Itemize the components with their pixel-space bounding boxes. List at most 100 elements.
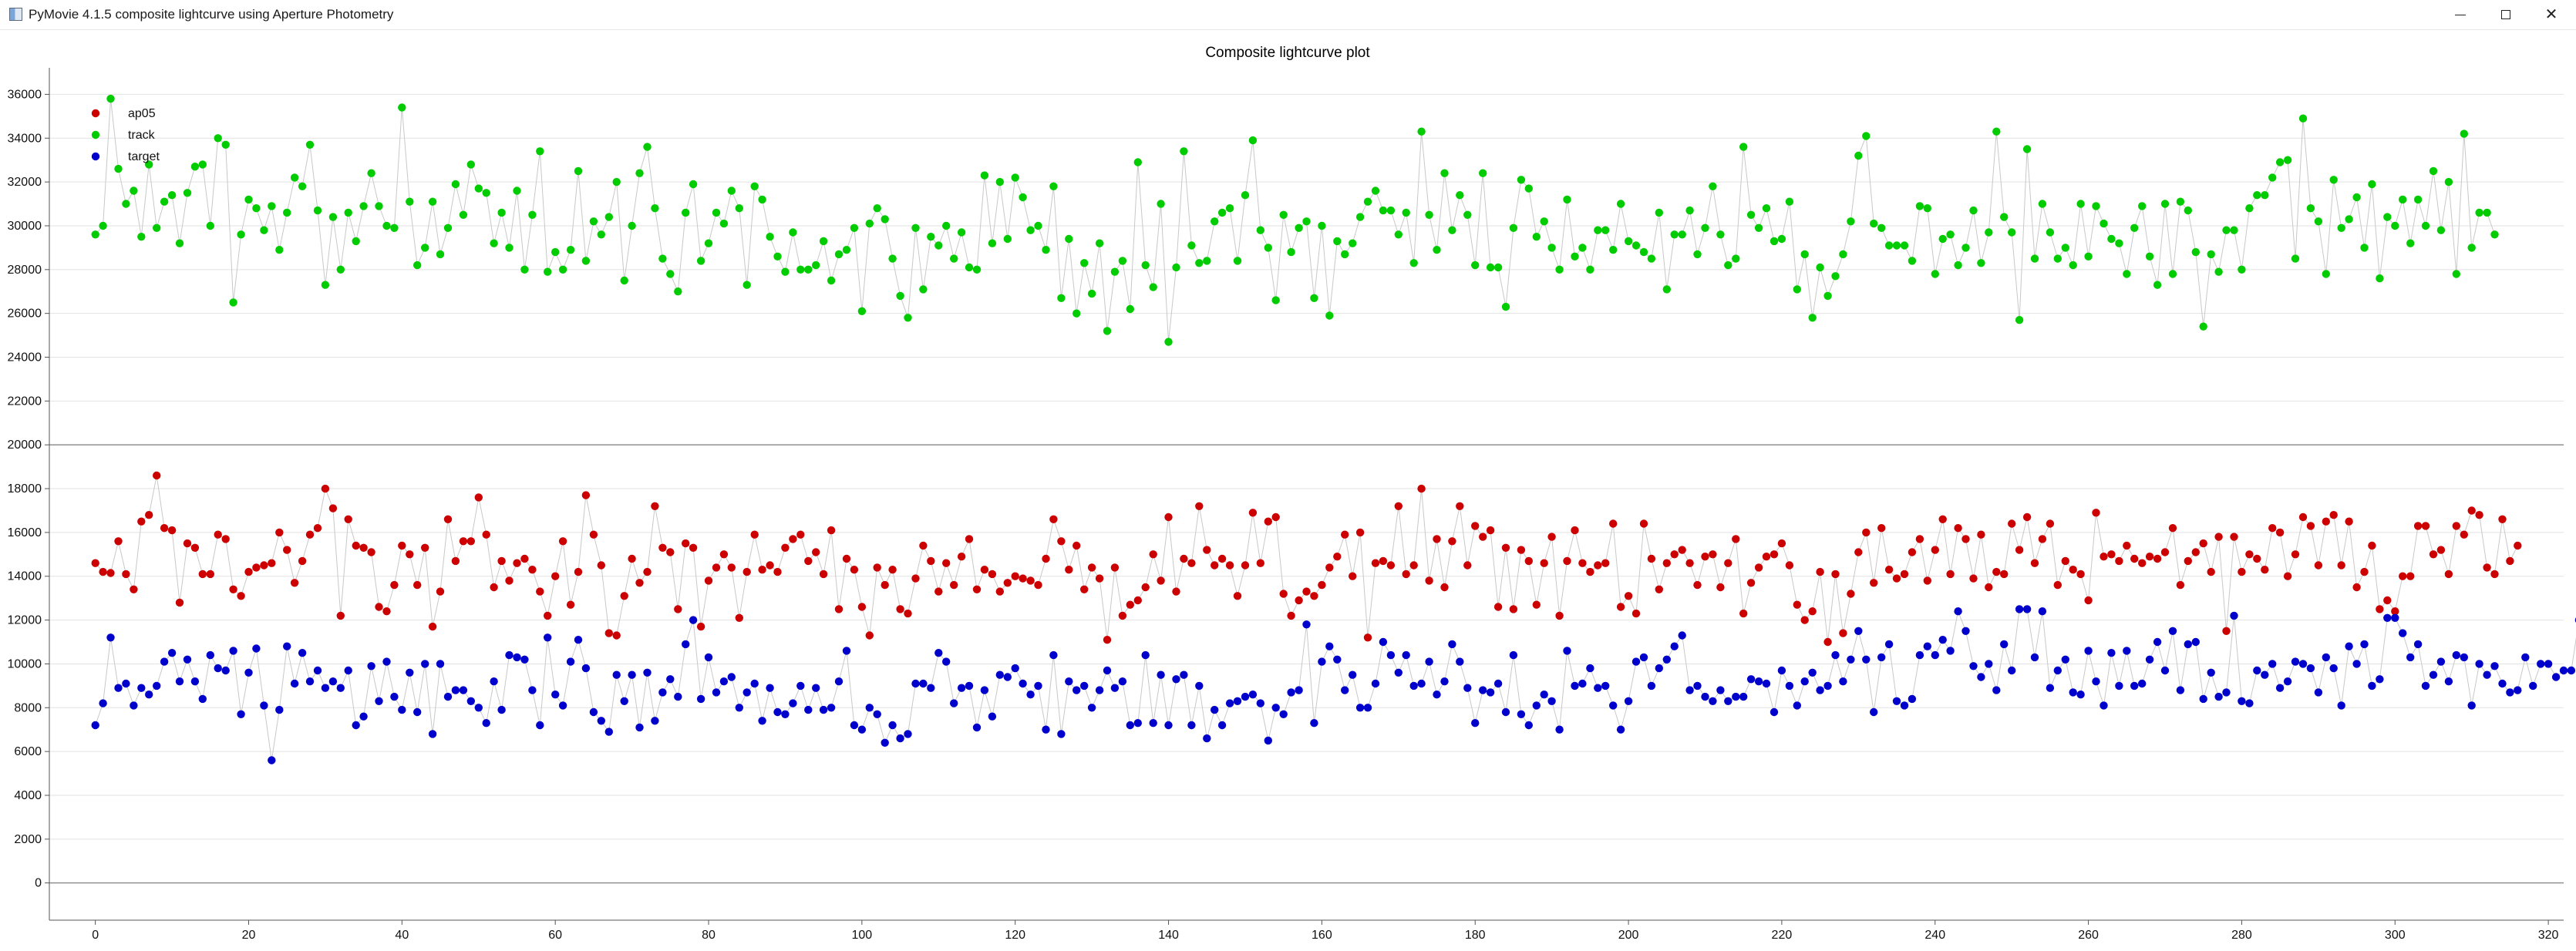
data-point-ap05 bbox=[873, 563, 881, 572]
data-point-ap05 bbox=[1409, 561, 1418, 570]
data-point-target bbox=[466, 697, 475, 705]
title-bar[interactable]: PyMovie 4.1.5 composite lightcurve using… bbox=[0, 0, 2576, 30]
data-point-ap05 bbox=[1248, 509, 1258, 517]
y-tick-label: 10000 bbox=[8, 657, 42, 670]
data-point-ap05 bbox=[328, 504, 338, 512]
lightcurve-plot[interactable]: Composite lightcurve plot 02000400060008… bbox=[0, 29, 2576, 951]
data-point-ap05 bbox=[1049, 515, 1058, 523]
data-point-target bbox=[1203, 734, 1211, 743]
y-tick-label: 22000 bbox=[8, 395, 42, 408]
x-tick-label: 60 bbox=[548, 929, 562, 942]
data-point-target bbox=[2176, 686, 2185, 694]
y-tick-label: 36000 bbox=[8, 88, 42, 101]
data-point-ap05 bbox=[1509, 605, 1518, 613]
data-point-ap05 bbox=[1685, 559, 1694, 567]
data-point-target bbox=[1065, 677, 1073, 686]
data-point-track bbox=[474, 184, 483, 193]
data-point-target bbox=[980, 686, 989, 694]
data-point-target bbox=[114, 684, 123, 692]
data-point-track bbox=[1777, 234, 1786, 244]
data-point-ap05 bbox=[544, 611, 552, 620]
data-point-track bbox=[352, 237, 360, 246]
close-button[interactable]: ✕ bbox=[2527, 0, 2576, 29]
data-point-target bbox=[1463, 684, 1472, 692]
data-point-target bbox=[827, 704, 836, 712]
data-point-track bbox=[1019, 193, 1027, 202]
data-point-track bbox=[1716, 230, 1725, 239]
data-point-target bbox=[2383, 613, 2392, 622]
data-point-track bbox=[130, 187, 138, 195]
data-point-target bbox=[2123, 647, 2131, 655]
data-point-track bbox=[1647, 254, 1656, 263]
data-point-track bbox=[2421, 221, 2430, 230]
data-point-ap05 bbox=[704, 576, 713, 585]
data-point-target bbox=[551, 691, 560, 699]
data-point-ap05 bbox=[2153, 554, 2162, 563]
data-point-target bbox=[145, 691, 153, 699]
y-tick-label: 26000 bbox=[8, 307, 42, 321]
data-point-track bbox=[2015, 316, 2024, 324]
data-point-ap05 bbox=[1341, 530, 1349, 539]
data-point-target bbox=[1594, 684, 1602, 692]
data-point-track bbox=[2314, 217, 2323, 226]
data-point-track bbox=[1739, 143, 1748, 151]
data-point-ap05 bbox=[773, 567, 782, 576]
data-point-target bbox=[1954, 607, 1962, 616]
data-point-target bbox=[942, 657, 951, 666]
data-point-ap05 bbox=[842, 554, 851, 563]
data-point-ap05 bbox=[934, 587, 943, 596]
data-point-track bbox=[2084, 252, 2093, 260]
data-point-ap05 bbox=[1862, 528, 1871, 537]
data-point-track bbox=[1141, 260, 1150, 270]
data-point-track bbox=[2107, 234, 2116, 244]
data-point-ap05 bbox=[2061, 556, 2069, 566]
data-point-target bbox=[1601, 681, 1610, 691]
data-point-target bbox=[612, 670, 621, 679]
maximize-button[interactable] bbox=[2481, 0, 2531, 29]
data-point-target bbox=[382, 657, 391, 666]
data-point-track bbox=[1532, 233, 1541, 241]
data-point-target bbox=[137, 684, 146, 692]
data-point-track bbox=[466, 160, 475, 169]
data-point-track bbox=[581, 257, 591, 265]
data-point-ap05 bbox=[1831, 570, 1840, 579]
data-point-ap05 bbox=[742, 567, 751, 576]
data-point-ap05 bbox=[2498, 515, 2507, 523]
data-point-target bbox=[911, 679, 920, 688]
data-point-ap05 bbox=[244, 567, 253, 576]
data-point-target bbox=[2329, 664, 2338, 673]
minimize-button[interactable] bbox=[2436, 0, 2485, 29]
data-point-track bbox=[2368, 180, 2376, 189]
data-point-track bbox=[398, 103, 406, 112]
data-point-target bbox=[1923, 642, 1931, 650]
data-point-target bbox=[344, 666, 352, 675]
data-point-target bbox=[2107, 649, 2116, 657]
data-point-target bbox=[2230, 611, 2238, 620]
data-point-ap05 bbox=[1402, 570, 1410, 579]
data-point-track bbox=[1271, 296, 1280, 304]
data-point-track bbox=[1110, 267, 1120, 276]
data-point-ap05 bbox=[628, 554, 636, 563]
data-point-target bbox=[99, 699, 107, 707]
data-point-target bbox=[589, 707, 598, 717]
data-point-track bbox=[881, 215, 889, 223]
data-point-ap05 bbox=[198, 570, 207, 579]
data-point-ap05 bbox=[1701, 553, 1709, 561]
data-point-ap05 bbox=[2514, 541, 2522, 550]
data-point-ap05 bbox=[1923, 576, 1931, 585]
data-point-target bbox=[1433, 691, 1441, 699]
data-point-target bbox=[2061, 655, 2069, 664]
data-point-track bbox=[321, 281, 330, 289]
data-point-ap05 bbox=[796, 530, 805, 539]
x-tick-label: 0 bbox=[92, 929, 99, 942]
data-point-target bbox=[2245, 699, 2254, 707]
data-point-track bbox=[995, 177, 1005, 187]
data-point-track bbox=[2429, 166, 2438, 176]
data-point-ap05 bbox=[160, 524, 169, 533]
data-point-ap05 bbox=[382, 607, 391, 616]
data-point-track bbox=[375, 202, 383, 210]
data-point-ap05 bbox=[1417, 484, 1426, 493]
data-point-track bbox=[1884, 241, 1894, 250]
data-point-target bbox=[1302, 620, 1311, 629]
data-point-ap05 bbox=[1931, 546, 1939, 554]
